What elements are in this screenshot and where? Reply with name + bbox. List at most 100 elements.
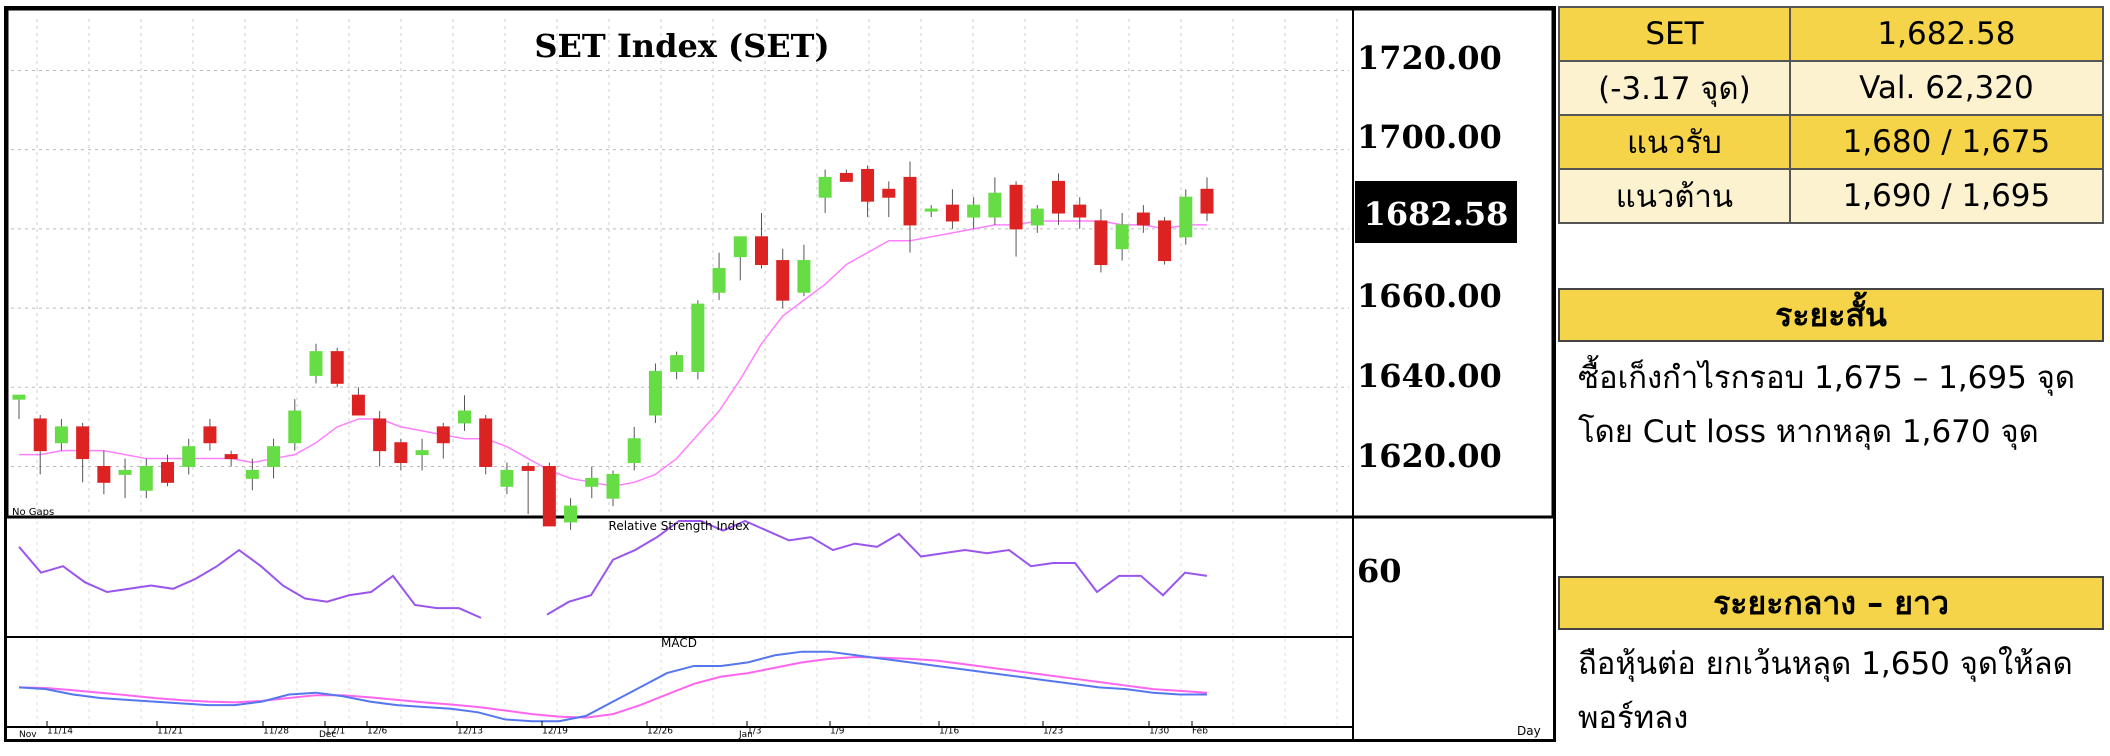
rsi-line — [18, 546, 482, 619]
candle-body — [415, 450, 429, 456]
rsi-tick-label: 60 — [1357, 552, 1402, 590]
summary-cell: 1,690 / 1,695 — [1788, 168, 2105, 224]
candle-body — [330, 351, 344, 384]
summary-cell: แนวต้าน — [1558, 168, 1791, 224]
candle-body — [97, 465, 111, 483]
y-tick-label: 1660.00 — [1357, 277, 1502, 315]
gridlines — [11, 19, 1349, 725]
chart-frame: 11/14 11/21 11/28 12/1 12/6 12/13 12/19 12/26 1/… — [4, 6, 1556, 742]
candle-body — [733, 236, 747, 258]
candle-body — [1158, 220, 1172, 262]
summary-row: แนวต้าน 1,690 / 1,695 — [1558, 168, 2105, 224]
summary-row: แนวรับ 1,680 / 1,675 — [1558, 114, 2105, 170]
candle-body — [903, 176, 917, 226]
candle-body — [521, 465, 535, 471]
candle-body — [1009, 184, 1023, 230]
last-value-box — [1355, 181, 1517, 243]
candle-body — [924, 208, 938, 212]
candle-body — [351, 394, 365, 416]
candle-body — [755, 236, 768, 266]
candle-body — [309, 351, 323, 376]
candle-body — [988, 192, 1002, 218]
candle-body — [797, 260, 811, 293]
x-month-label: Dec — [319, 730, 336, 739]
summary-cell: Val. 62,320 — [1788, 60, 2105, 116]
x-tick-label: 12/26 — [647, 727, 673, 737]
candle-body — [288, 410, 302, 444]
candle-body — [245, 469, 259, 479]
rsi-layer — [18, 519, 1208, 619]
macd-line — [18, 650, 1207, 723]
candle-body — [670, 355, 684, 372]
short-term-line-2: โดย Cut loss หากหลุด 1,670 จุด — [1578, 414, 2039, 450]
macd-signal-line — [18, 656, 1208, 719]
chart-title: SET Index (SET) — [534, 27, 829, 65]
candle-body — [458, 410, 471, 424]
candle-body — [118, 469, 132, 475]
candle-body — [373, 418, 387, 452]
candle-body — [139, 465, 153, 491]
candle-body — [12, 394, 26, 400]
mid-long-term-line-2: พอร์ทลง — [1578, 700, 1689, 736]
summary-cell: 1,682.58 — [1788, 6, 2105, 62]
x-tick-label: 12/19 — [542, 727, 568, 737]
summary-cell: 1,680 / 1,675 — [1788, 114, 2105, 170]
rsi-line — [546, 519, 1208, 616]
x-tick-label: 12/1 — [325, 727, 345, 737]
candle-body — [627, 438, 641, 464]
y-tick-label: 1720.00 — [1357, 39, 1502, 77]
x-axis-unit: Day — [1517, 724, 1541, 738]
x-tick-label: 11/28 — [263, 727, 289, 737]
candle-body — [606, 473, 620, 499]
no-gaps-label: No Gaps — [12, 507, 54, 518]
x-tick-label: 12/6 — [367, 727, 387, 737]
candle-body — [33, 418, 47, 452]
candle-body — [500, 469, 514, 487]
candle-body — [267, 446, 281, 467]
candle-body — [479, 418, 493, 467]
last-value-label: 1682.58 — [1364, 195, 1509, 233]
candle-body — [54, 426, 68, 444]
candle-body — [967, 204, 981, 218]
mid-long-term-header: ระยะกลาง – ยาว — [1558, 576, 2104, 630]
candle-body — [776, 260, 790, 301]
candle-body — [1094, 220, 1108, 266]
candle-body — [1200, 188, 1214, 214]
candle-body — [818, 176, 832, 198]
candle-body — [76, 426, 90, 460]
candle-body — [542, 465, 556, 527]
summary-cell: (-3.17 จุด) — [1558, 60, 1791, 116]
candle-body — [648, 370, 662, 416]
x-tick-label: 1/23 — [1043, 727, 1063, 737]
x-tick-label: 11/14 — [47, 727, 73, 737]
candle-body — [564, 505, 578, 523]
candle-body — [691, 303, 705, 372]
summary-table: SET 1,682.58 (-3.17 จุด) Val. 62,320 แนว… — [1558, 6, 2105, 224]
short-term-line-1: ซื้อเก็งกำไรกรอบ 1,675 – 1,695 จุด — [1578, 360, 2075, 396]
candle-body — [945, 204, 959, 222]
candle-body — [882, 188, 896, 198]
candle-body — [585, 477, 599, 487]
candle-body — [1136, 212, 1150, 226]
mid-long-term-line-1: ถือหุ้นต่อ ยกเว้นหลุด 1,650 จุดให้ลด — [1578, 646, 2073, 682]
candle-body — [712, 267, 726, 293]
candle-body — [1030, 208, 1044, 226]
x-month-label: Jan — [738, 730, 753, 739]
candle-body — [861, 168, 875, 202]
x-month-label: Nov — [19, 730, 37, 739]
candle-body — [161, 462, 174, 483]
candle-body — [1052, 180, 1065, 214]
y-tick-label: 1620.00 — [1357, 437, 1502, 475]
candle-body — [1115, 224, 1129, 250]
candle-body — [224, 454, 238, 460]
candle-body — [1073, 204, 1087, 218]
candle-body — [1179, 196, 1193, 238]
x-tick-label: 1/3 — [747, 727, 761, 737]
x-tick-label: 1/30 — [1149, 727, 1169, 737]
short-term-header: ระยะสั้น — [1558, 288, 2104, 342]
candle-body — [436, 426, 450, 444]
x-tick-label: 11/21 — [157, 727, 183, 737]
summary-row: (-3.17 จุด) Val. 62,320 — [1558, 60, 2105, 116]
rsi-label: Relative Strength Index — [609, 519, 750, 533]
candle-body — [182, 446, 196, 467]
